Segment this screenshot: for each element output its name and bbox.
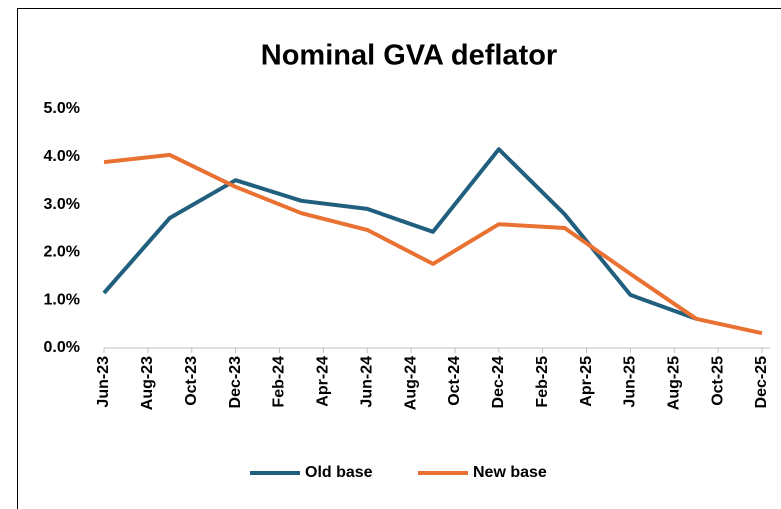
chart-title: Nominal GVA deflator [261,40,557,72]
x-tick-label: Jun-24 [358,356,375,408]
x-tick-label: Oct-25 [709,356,726,406]
x-tick-label: Dec-24 [490,356,507,409]
x-tick-label: Aug-24 [402,356,419,410]
y-tick-label: 3.0% [44,196,80,213]
x-tick-label: Oct-23 [183,356,200,406]
x-tick-label: Aug-25 [665,356,682,410]
y-tick-label: 4.0% [44,148,80,165]
x-tick-label: Apr-24 [315,356,332,407]
x-tick-label: Feb-25 [534,356,551,408]
y-tick-label: 1.0% [44,291,80,308]
line-series [102,147,697,321]
y-tick-label: 0.0% [44,339,80,356]
x-tick-label: Feb-24 [271,356,288,408]
y-tick-label: 5.0% [44,100,80,117]
x-tick-label: Apr-25 [578,356,595,407]
x-tick-label: Aug-23 [139,356,156,410]
legend-label: Old base [305,464,373,481]
x-tick-label: Jun-25 [622,356,639,408]
x-tick-label: Jun-23 [95,356,112,408]
legend-label: New base [473,464,547,481]
x-tick-label: Dec-25 [753,356,770,409]
chart-frame [17,8,781,509]
y-tick-label: 2.0% [44,244,80,261]
line-series [103,152,763,336]
x-tick-label: Oct-24 [446,356,463,406]
x-tick-label: Dec-23 [227,356,244,409]
